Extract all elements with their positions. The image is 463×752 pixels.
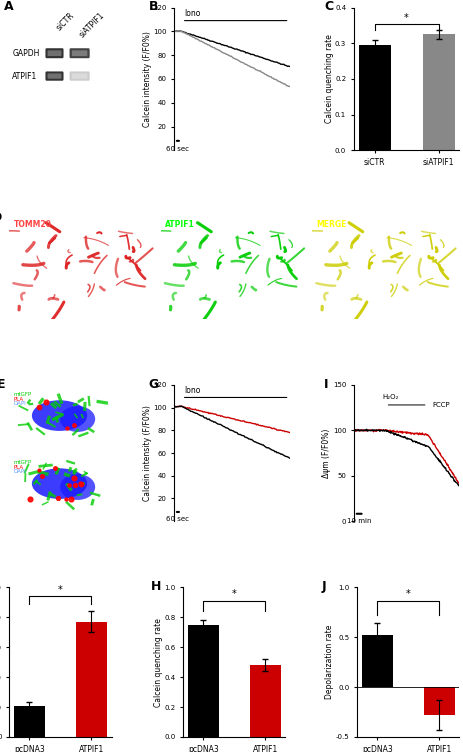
FancyBboxPatch shape xyxy=(47,74,61,79)
FancyBboxPatch shape xyxy=(47,50,61,56)
Bar xyxy=(361,635,392,687)
Text: mtGFP: mtGFP xyxy=(13,392,31,397)
Text: *: * xyxy=(403,13,408,23)
Text: 60 sec: 60 sec xyxy=(166,146,189,152)
Text: DAPI: DAPI xyxy=(13,469,26,475)
Text: D: D xyxy=(0,211,2,223)
Text: J: J xyxy=(320,580,325,593)
Y-axis label: Calcein intensity (F/F0%): Calcein intensity (F/F0%) xyxy=(142,405,151,501)
Text: *: * xyxy=(405,590,410,599)
Bar xyxy=(358,45,390,150)
Bar xyxy=(423,687,454,715)
Text: FCCP: FCCP xyxy=(431,402,449,408)
Y-axis label: Calcein intensity (F/F0%): Calcein intensity (F/F0%) xyxy=(142,31,151,127)
Text: DAPI: DAPI xyxy=(13,402,26,406)
Y-axis label: Depolarization rate: Depolarization rate xyxy=(325,625,334,699)
Text: ATPIF1: ATPIF1 xyxy=(13,455,40,461)
Text: H₂O₂: H₂O₂ xyxy=(382,393,398,399)
FancyBboxPatch shape xyxy=(45,48,63,58)
Y-axis label: Calcein quenching rate: Calcein quenching rate xyxy=(154,617,163,707)
Text: Iono: Iono xyxy=(184,387,200,396)
Text: B: B xyxy=(148,1,158,14)
Bar xyxy=(188,625,219,737)
Text: TOMM20: TOMM20 xyxy=(14,220,51,229)
Text: G: G xyxy=(148,378,158,391)
Text: PLA: PLA xyxy=(13,396,23,402)
Bar xyxy=(14,705,45,737)
Ellipse shape xyxy=(32,400,87,431)
Text: pcDNA3: pcDNA3 xyxy=(13,387,44,393)
Bar xyxy=(249,665,280,737)
Text: ATPIF1: ATPIF1 xyxy=(165,220,194,229)
Ellipse shape xyxy=(32,468,87,499)
Text: E: E xyxy=(0,378,6,391)
Text: 60 sec: 60 sec xyxy=(166,517,189,523)
Text: siCTR: siCTR xyxy=(54,11,76,32)
Text: PLA: PLA xyxy=(13,465,23,469)
Text: 10 min: 10 min xyxy=(346,518,370,524)
Text: mtGFP: mtGFP xyxy=(13,459,31,465)
Text: Iono: Iono xyxy=(184,9,200,18)
Bar xyxy=(11,453,107,514)
Text: *: * xyxy=(232,589,236,599)
Text: C: C xyxy=(324,1,333,14)
FancyBboxPatch shape xyxy=(69,71,89,80)
Y-axis label: Calcein quenching rate: Calcein quenching rate xyxy=(324,35,333,123)
Bar xyxy=(11,385,107,446)
Text: ATPIF1: ATPIF1 xyxy=(12,71,38,80)
Ellipse shape xyxy=(60,474,95,500)
Text: siATPIF1: siATPIF1 xyxy=(77,11,106,39)
Text: *: * xyxy=(58,584,63,595)
FancyBboxPatch shape xyxy=(69,48,89,58)
Text: MERGE: MERGE xyxy=(316,220,346,229)
Text: I: I xyxy=(324,378,328,391)
FancyBboxPatch shape xyxy=(72,74,87,79)
Y-axis label: Δψm (F/F0%): Δψm (F/F0%) xyxy=(322,429,331,478)
FancyBboxPatch shape xyxy=(45,71,63,80)
Text: H: H xyxy=(150,580,161,593)
Text: A: A xyxy=(4,1,14,14)
Text: GAPDH: GAPDH xyxy=(12,49,39,58)
FancyBboxPatch shape xyxy=(72,50,87,56)
Bar xyxy=(422,35,454,150)
Ellipse shape xyxy=(60,406,95,432)
Bar xyxy=(76,622,106,737)
